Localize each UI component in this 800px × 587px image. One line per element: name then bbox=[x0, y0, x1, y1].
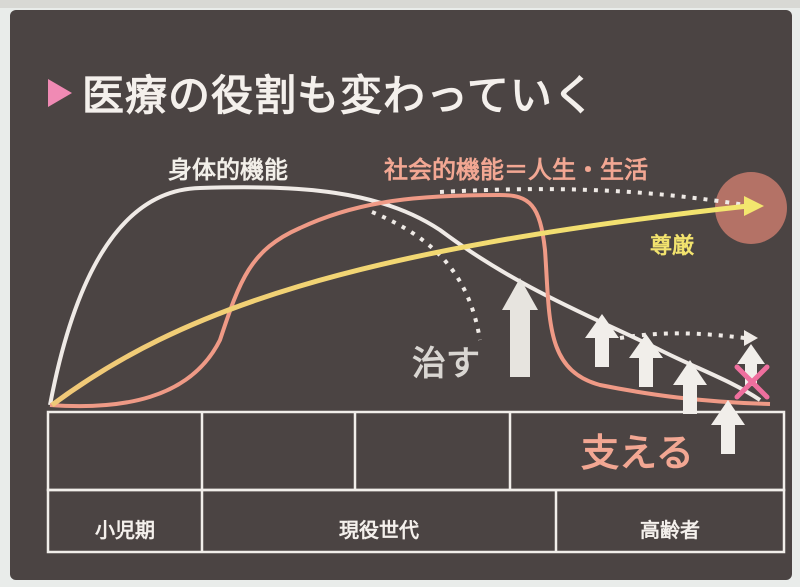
chalkboard-background bbox=[10, 10, 792, 580]
dignity-label: 尊厳 bbox=[650, 234, 695, 259]
life-stage-grid bbox=[46, 410, 786, 554]
page-title: 医療の役割も変わっていく bbox=[82, 71, 596, 120]
social-function-curve bbox=[49, 192, 771, 409]
support-up-arrows bbox=[585, 314, 765, 454]
support-label: 支える bbox=[581, 431, 694, 475]
social-life-dotted-line bbox=[439, 187, 746, 207]
physical-function-label: 身体的機能 bbox=[168, 156, 288, 184]
cure-dotted-line bbox=[371, 210, 482, 341]
age-group-working: 現役世代 bbox=[339, 518, 419, 542]
page-top-strip bbox=[0, 0, 800, 8]
cure-up-arrow bbox=[502, 278, 538, 377]
age-group-elderly: 高齢者 bbox=[640, 518, 700, 542]
support-dotted-line bbox=[619, 331, 746, 340]
social-function-label: 社会的機能＝人生・生活 bbox=[384, 156, 648, 184]
dignity-arrowhead bbox=[744, 196, 764, 216]
dignity-arrow-line bbox=[50, 203, 749, 408]
cure-label: 治す bbox=[412, 344, 480, 384]
cross-mark bbox=[734, 364, 770, 400]
title-row: 医療の役割も変わっていく bbox=[48, 62, 596, 123]
physical-function-curve bbox=[48, 185, 762, 406]
title-marker-triangle-icon bbox=[48, 78, 72, 107]
age-group-childhood: 小児期 bbox=[95, 518, 155, 542]
support-dotted-arrowhead bbox=[744, 330, 758, 346]
